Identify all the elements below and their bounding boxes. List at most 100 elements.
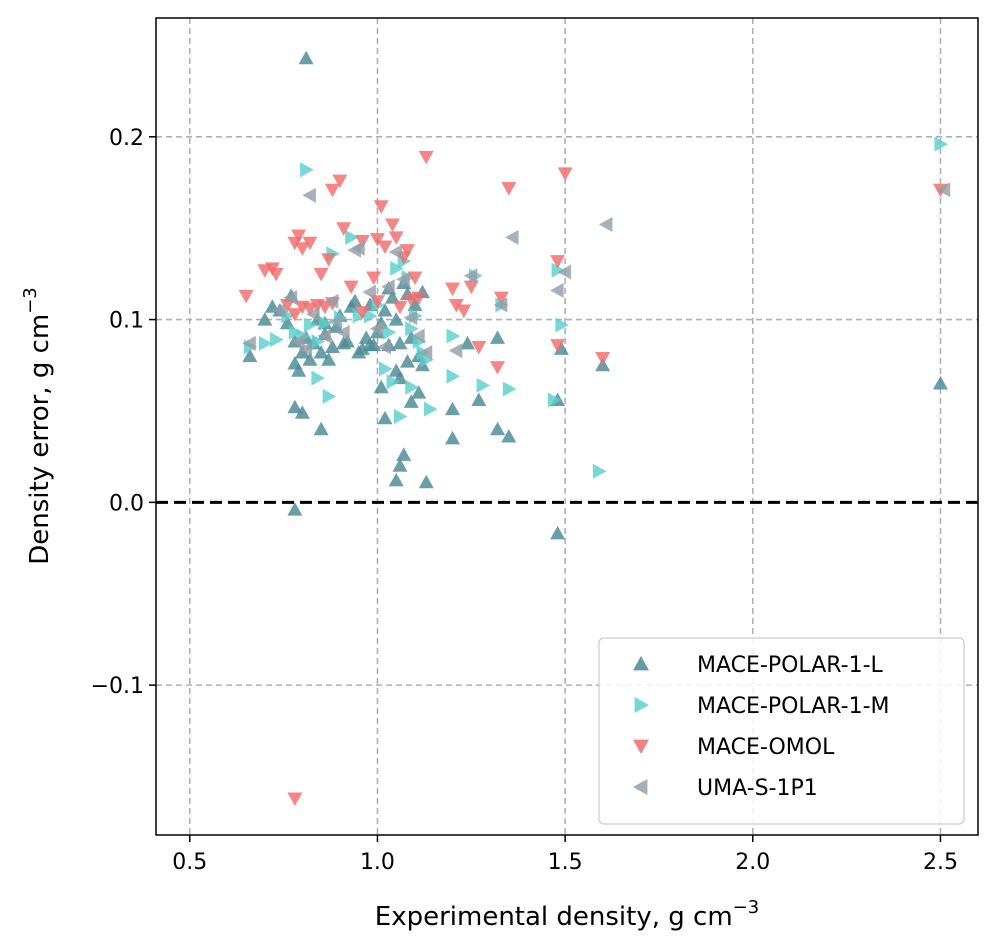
data-point (448, 298, 464, 313)
data-point (318, 315, 333, 331)
data-point (369, 295, 385, 309)
data-point (407, 297, 423, 311)
legend: MACE-POLAR-1-L MACE-POLAR-1-M MACE-OMOL UMA… (598, 637, 965, 825)
data-point (291, 334, 305, 350)
data-point (328, 319, 344, 333)
data-point (505, 229, 519, 245)
data-point (287, 502, 303, 516)
data-point (399, 244, 415, 258)
legend-marker (633, 739, 649, 754)
data-point (476, 377, 491, 393)
x-axis-label-exponent: −3 (733, 897, 760, 918)
y-tick-label: 0.1 (109, 309, 144, 334)
data-point (490, 330, 506, 344)
data-point (313, 421, 329, 436)
data-point (294, 405, 310, 419)
data-point (424, 401, 438, 417)
plot-frame (155, 17, 979, 836)
data-point (298, 341, 313, 357)
data-point (287, 792, 303, 806)
data-point (405, 379, 419, 395)
data-point (396, 271, 410, 287)
data-point (493, 291, 509, 306)
data-point (445, 430, 461, 445)
data-point (332, 174, 348, 189)
data-point (403, 310, 418, 326)
data-point (388, 472, 404, 487)
data-point (322, 388, 337, 404)
data-point (403, 394, 419, 408)
data-point (354, 306, 370, 320)
data-point (258, 335, 273, 351)
data-point (595, 351, 611, 366)
legend-label: MACE-POLAR-1-L (697, 653, 884, 678)
y-tick-label: 0.0 (109, 491, 144, 516)
data-point (386, 374, 400, 390)
data-point (324, 339, 340, 353)
data-point (547, 392, 562, 408)
data-point (388, 231, 404, 245)
data-point (550, 339, 566, 353)
data-point (377, 240, 393, 254)
data-point (369, 233, 385, 247)
legend-marker (634, 697, 649, 713)
x-axis-ticks: 0.5 1.0 1.5 2.0 2.5 (172, 835, 958, 875)
data-point (384, 290, 400, 304)
data-point (354, 234, 370, 249)
data-point (456, 304, 472, 318)
data-point (363, 308, 378, 324)
data-point (396, 447, 412, 461)
data-point (294, 242, 310, 256)
data-point (388, 244, 403, 260)
x-tick-label: 2.0 (735, 850, 770, 875)
data-point (242, 335, 256, 351)
data-point (388, 312, 404, 326)
data-point (390, 260, 404, 276)
x-tick-label: 2.5 (923, 850, 958, 875)
data-point (418, 344, 433, 360)
data-point (294, 344, 310, 359)
data-point (321, 352, 337, 366)
data-point (445, 401, 461, 416)
data-point (445, 282, 461, 297)
data-point (279, 315, 295, 330)
data-points (238, 50, 951, 806)
data-point (377, 339, 391, 355)
data-point (317, 300, 333, 315)
data-point (598, 217, 613, 233)
y-tick-label: 0.2 (109, 126, 144, 151)
data-point (501, 181, 517, 196)
data-point (382, 324, 397, 340)
legend-marker (633, 779, 648, 795)
data-point (448, 343, 463, 359)
data-point (446, 328, 461, 344)
data-point (936, 182, 951, 198)
data-point (392, 458, 408, 472)
data-point (557, 167, 573, 181)
data-point (366, 271, 382, 286)
data-point (242, 348, 258, 363)
data-point (502, 381, 517, 397)
data-point (550, 282, 564, 298)
data-point (300, 162, 314, 178)
data-point (324, 183, 340, 198)
data-point (311, 370, 325, 386)
data-point (377, 302, 393, 317)
data-point (460, 335, 476, 350)
x-axis-label: Experimental density, g cm−3 (375, 897, 759, 932)
data-point (392, 335, 408, 350)
data-point (384, 218, 400, 233)
data-point (313, 267, 329, 282)
data-point (343, 280, 359, 295)
data-point (352, 308, 367, 324)
data-point (302, 352, 318, 366)
x-tick-label: 0.5 (172, 850, 207, 875)
data-point (405, 321, 419, 337)
legend-label: MACE-OMOL (697, 735, 835, 760)
data-point (347, 293, 363, 308)
x-tick-label: 1.5 (548, 850, 583, 875)
data-point (418, 150, 434, 165)
data-point (287, 399, 303, 414)
data-point (369, 321, 384, 337)
data-point (291, 363, 307, 377)
